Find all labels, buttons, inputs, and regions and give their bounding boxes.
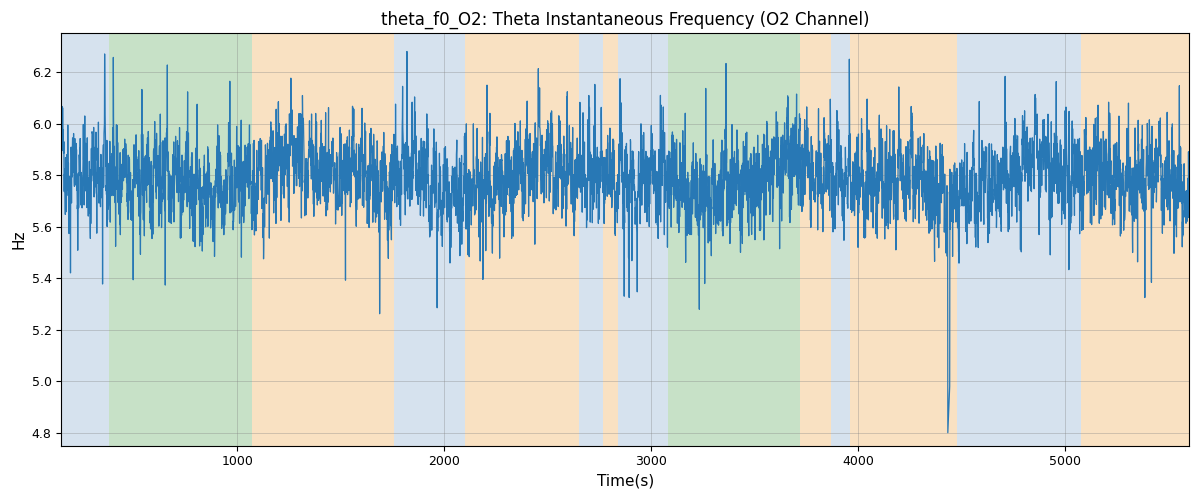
Bar: [850, 34, 958, 446]
Bar: [682, 34, 800, 446]
Bar: [395, 34, 464, 446]
Title: theta_f0_O2: Theta Instantaneous Frequency (O2 Channel): theta_f0_O2: Theta Instantaneous Frequen…: [380, 11, 869, 30]
Bar: [252, 34, 395, 446]
Bar: [61, 34, 109, 446]
Bar: [109, 34, 252, 446]
Bar: [958, 34, 1081, 446]
Bar: [1081, 34, 1189, 446]
Y-axis label: Hz: Hz: [11, 230, 26, 250]
Bar: [578, 34, 604, 446]
Bar: [800, 34, 830, 446]
Bar: [604, 34, 618, 446]
Bar: [618, 34, 667, 446]
X-axis label: Time(s): Time(s): [596, 474, 654, 489]
Bar: [830, 34, 850, 446]
Bar: [667, 34, 682, 446]
Bar: [464, 34, 578, 446]
